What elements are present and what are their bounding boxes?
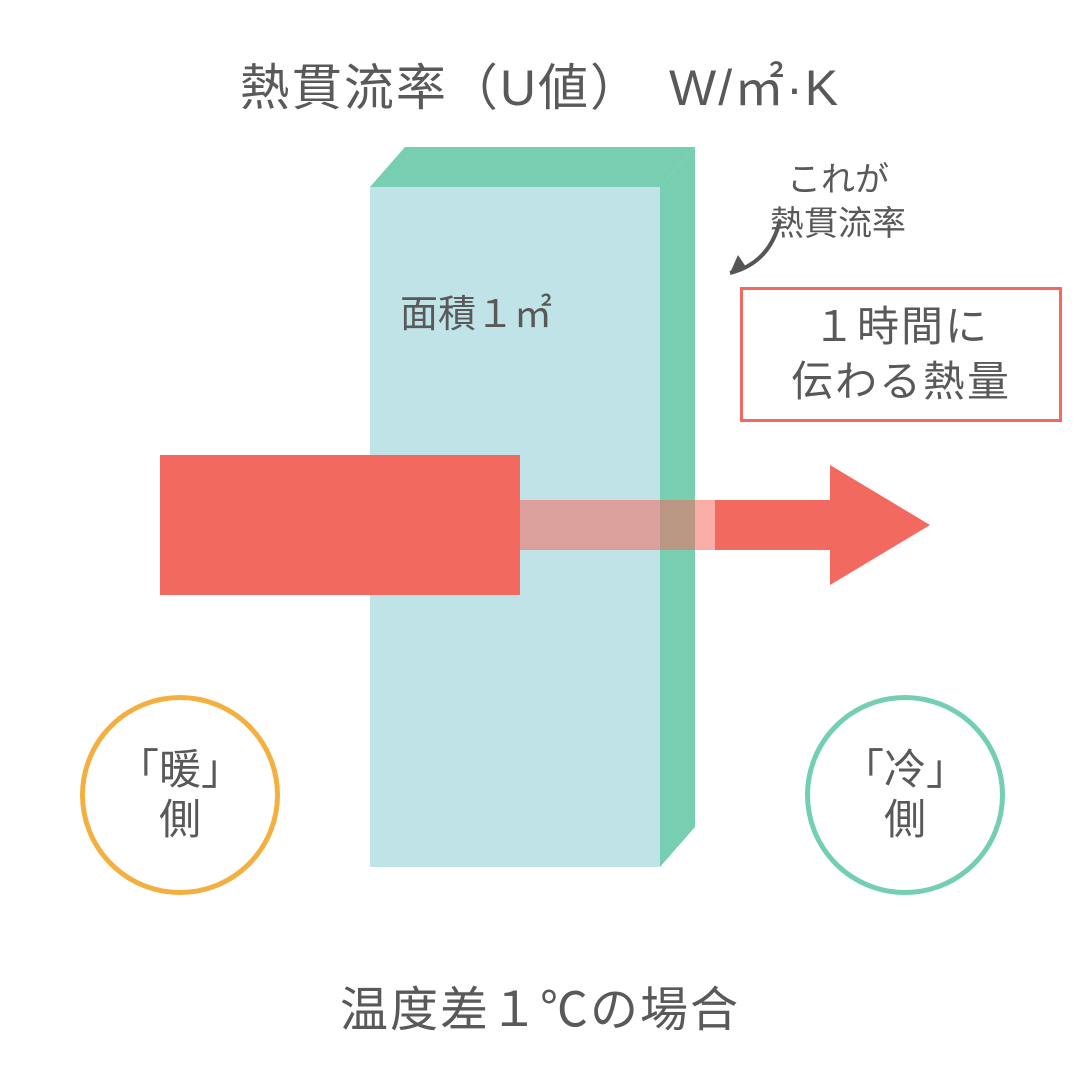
cold-side-circle: 「冷」側	[805, 695, 1005, 895]
heat-amount-line1: １時間に	[761, 300, 1041, 355]
cold-side-line1: 「冷」	[842, 745, 968, 795]
bottom-condition-label: 温度差１℃の場合	[0, 970, 1080, 1040]
area-label: 面積１㎡	[400, 283, 552, 338]
cold-side-line2: 側	[884, 795, 926, 845]
warm-side-circle: 「暖」側	[80, 695, 280, 895]
heat-amount-line2: 伝わる熱量	[761, 355, 1041, 410]
warm-side-line2: 側	[159, 795, 201, 845]
heat-amount-box: １時間に伝わる熱量	[740, 287, 1062, 422]
callout-line2: 熱貫流率	[770, 202, 906, 246]
callout-text: これが熱貫流率	[770, 158, 906, 246]
callout-line1: これが	[770, 158, 906, 202]
diagram-title: 熱貫流率（U値） W/㎡·K	[0, 48, 1080, 120]
warm-side-line1: 「暖」	[117, 745, 243, 795]
